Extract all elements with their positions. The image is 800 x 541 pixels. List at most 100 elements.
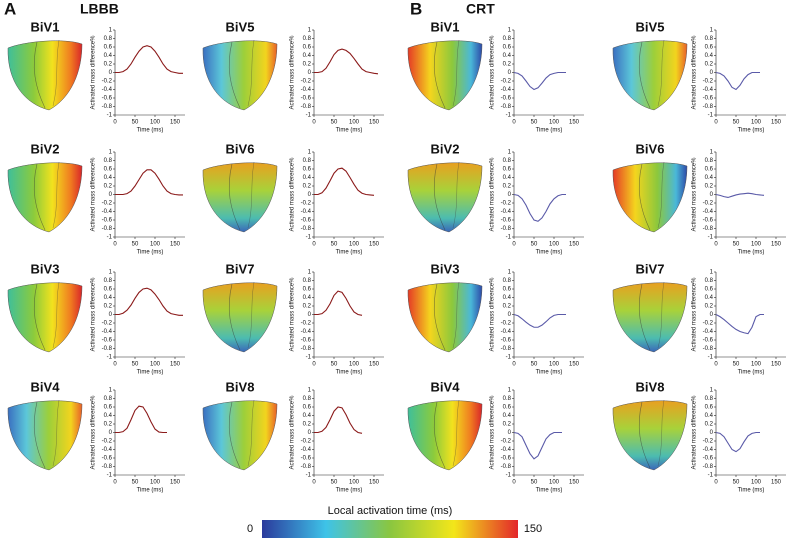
axis [513, 30, 584, 116]
x-tick-label: 0 [113, 480, 117, 486]
heart-groove [452, 161, 460, 229]
y-tick-label: 0.8 [104, 278, 113, 284]
y-tick-label: -0.8 [501, 464, 512, 470]
y-tick-label: 0.8 [503, 278, 512, 284]
x-tick-label: 150 [771, 480, 782, 486]
chart-title: BiV4 [31, 379, 61, 394]
line [115, 287, 183, 316]
y-tick-label: 0.4 [503, 413, 512, 419]
heart-groove [638, 283, 651, 351]
heart-surface [612, 40, 688, 111]
y-tick-label: 0.8 [104, 396, 113, 402]
y-tick-label: -1 [708, 113, 714, 119]
x-tick-label: 50 [733, 120, 740, 126]
x-axis-label: Time (ms) [336, 488, 363, 494]
y-tick-label: -0.2 [703, 321, 714, 327]
y-tick-label: -0.4 [301, 87, 312, 93]
chart-title: BiV7 [226, 261, 255, 276]
y-tick-label: 0.8 [705, 36, 714, 42]
y-tick-label: 0.6 [104, 167, 113, 173]
x-tick-label: 150 [170, 242, 181, 248]
y-tick-label: -0.2 [501, 321, 512, 327]
y-tick-label: 0.6 [104, 287, 113, 293]
y-tick-label: -0.6 [301, 456, 312, 462]
axis [313, 390, 384, 476]
x-tick-label: 0 [512, 480, 516, 486]
y-tick-label: -0.4 [703, 209, 714, 215]
y-tick-label: -0.4 [102, 209, 113, 215]
y-tick-label: -0.6 [102, 218, 113, 224]
y-tick-label: -0.8 [501, 104, 512, 110]
y-tick-label: 1 [308, 388, 312, 394]
y-tick-label: -0.6 [703, 338, 714, 344]
x-tick-label: 50 [132, 480, 139, 486]
y-tick-label: 1 [308, 270, 312, 276]
line [513, 313, 566, 328]
y-tick-label: 0 [710, 430, 714, 436]
y-tick-label: -1 [506, 473, 512, 479]
y-tick-label: 0.4 [104, 295, 113, 301]
y-tick-label: 0.2 [503, 304, 512, 310]
y-tick-label: 1 [710, 270, 714, 276]
heart-groove [52, 39, 60, 107]
y-tick-label: -0.6 [301, 218, 312, 224]
y-tick-label: 1 [109, 270, 113, 276]
heart-groove [433, 283, 446, 351]
chart-title: BiV5 [636, 19, 665, 34]
heart-groove [433, 163, 446, 231]
heart [202, 281, 278, 353]
axis [313, 272, 384, 358]
x-tick-label: 0 [512, 362, 516, 368]
line [715, 313, 764, 335]
x-tick-label: 100 [349, 242, 360, 248]
heart-groove [33, 41, 46, 109]
x-axis-label: Time (ms) [336, 250, 363, 256]
y-tick-label: -0.4 [501, 209, 512, 215]
x-tick-label: 150 [369, 120, 380, 126]
y-tick-label: -0.6 [301, 338, 312, 344]
y-tick-label: 0 [508, 430, 512, 436]
y-tick-label: -0.6 [102, 338, 113, 344]
x-axis-label: Time (ms) [738, 488, 765, 494]
y-tick-label: 0 [710, 70, 714, 76]
y-tick-label: 0.2 [705, 304, 714, 310]
heart [612, 281, 688, 353]
y-tick-label: -1 [506, 235, 512, 241]
y-tick-label: -0.2 [301, 321, 312, 327]
x-tick-label: 50 [531, 120, 538, 126]
axis [313, 152, 384, 238]
heart-groove [228, 163, 241, 231]
y-tick-label: 0 [508, 312, 512, 318]
y-tick-label: -1 [306, 235, 312, 241]
x-axis-label: Time (ms) [738, 370, 765, 376]
y-tick-label: -0.2 [102, 321, 113, 327]
line [314, 167, 375, 196]
y-tick-label: -0.8 [501, 346, 512, 352]
x-axis-label: Time (ms) [738, 250, 765, 256]
line [715, 71, 760, 91]
y-tick-label: 0.2 [503, 62, 512, 68]
line [513, 71, 566, 91]
x-tick-label: 100 [751, 242, 762, 248]
y-tick-label: 1 [508, 388, 512, 394]
y-tick-label: 0 [308, 70, 312, 76]
line [513, 193, 566, 222]
heart [7, 399, 83, 471]
x-tick-label: 50 [331, 120, 338, 126]
axis [513, 272, 584, 358]
y-tick-label: 1 [109, 388, 113, 394]
axis [715, 390, 786, 476]
heart [202, 161, 278, 233]
y-tick-label: -0.6 [102, 96, 113, 102]
x-tick-label: 100 [751, 362, 762, 368]
x-tick-label: 100 [751, 480, 762, 486]
x-tick-label: 100 [150, 362, 161, 368]
chart-title: BiV8 [636, 379, 665, 394]
y-tick-label: 0.4 [303, 413, 312, 419]
x-axis-label: Time (ms) [336, 128, 363, 134]
heart-surface [407, 282, 483, 353]
heart-surface [612, 282, 688, 353]
y-axis-label: Activated mass difference% [692, 35, 698, 110]
x-tick-label: 150 [170, 480, 181, 486]
